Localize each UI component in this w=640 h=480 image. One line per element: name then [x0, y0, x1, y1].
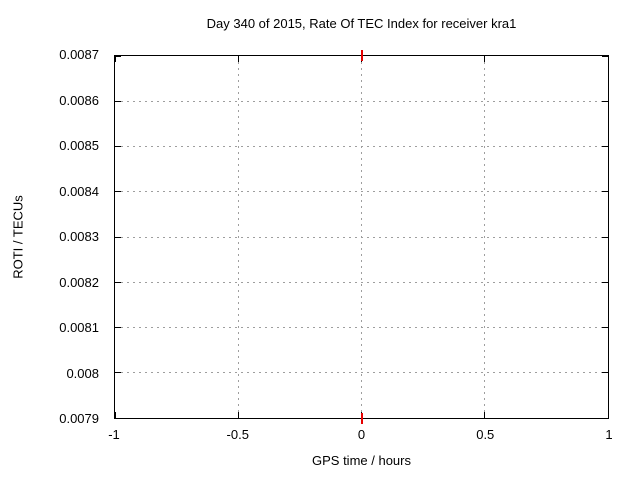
y-tick-label: 0.0086 — [59, 92, 99, 108]
gridline-horizontal — [115, 281, 608, 283]
y-tick-mark-left — [115, 417, 121, 419]
gridline-horizontal — [115, 327, 608, 328]
gridline-horizontal — [115, 236, 608, 238]
y-tick-label: 0.0083 — [59, 229, 99, 244]
y-tick-label: 0.0084 — [59, 183, 99, 199]
y-tick-mark-left — [115, 55, 121, 57]
y-tick-mark-right — [602, 417, 608, 419]
gridline-horizontal — [115, 146, 608, 147]
x-tick-mark-bottom — [607, 412, 609, 418]
y-tick-label: 0.0079 — [59, 411, 99, 426]
y-tick-mark-left — [115, 372, 121, 374]
y-tick-mark-right — [602, 236, 608, 238]
plot-area — [114, 50, 609, 424]
x-tick-label: -0.5 — [226, 427, 249, 442]
y-tick-mark-left — [115, 146, 121, 147]
y-tick-mark-right — [602, 281, 608, 283]
zero-axis-marker-bottom — [360, 413, 363, 424]
x-tick-mark-top — [484, 56, 486, 62]
y-tick-label: 0.0087 — [59, 47, 99, 62]
y-tick-mark-right — [602, 55, 608, 57]
y-axis-tick-labels: 0.0079 0.008 0.0081 0.0082 0.0083 0.0084 0.008… — [0, 47, 99, 426]
x-tick-label: 0.5 — [476, 427, 495, 442]
y-tick-label: 0.0082 — [59, 274, 99, 290]
y-tick-label: 0.008 — [66, 365, 99, 381]
x-tick-mark-bottom — [484, 412, 486, 418]
y-tick-mark-right — [602, 100, 608, 102]
y-tick-label: 0.0085 — [59, 138, 99, 153]
y-tick-mark-right — [602, 372, 608, 374]
x-tick-label: 1 — [605, 427, 613, 442]
x-tick-label: 0 — [357, 427, 366, 442]
x-tick-mark-top — [237, 56, 239, 62]
gridline-horizontal — [115, 191, 608, 193]
y-tick-mark-left — [115, 191, 121, 193]
x-tick-mark-top — [114, 56, 116, 62]
x-tick-mark-top — [607, 56, 609, 62]
y-tick-mark-left — [115, 281, 121, 283]
y-tick-mark-left — [115, 236, 121, 238]
y-tick-mark-right — [602, 146, 608, 147]
y-tick-mark-right — [602, 191, 608, 193]
y-tick-mark-left — [115, 100, 121, 102]
y-tick-mark-right — [602, 327, 608, 328]
x-axis-title: GPS time / hours — [312, 453, 411, 468]
gridline-horizontal — [115, 372, 608, 374]
y-tick-mark-left — [115, 327, 121, 328]
x-tick-mark-bottom — [237, 412, 239, 418]
zero-axis-marker-top — [360, 50, 363, 61]
x-axis-tick-labels: -1 -0.5 0 0.5 1 — [108, 55, 612, 442]
y-tick-label: 0.0081 — [59, 320, 99, 335]
x-tick-label: -1 — [108, 427, 120, 442]
y-axis-title: ROTI / TECUs — [10, 195, 26, 279]
x-tick-mark-bottom — [114, 412, 116, 418]
gridline-horizontal — [115, 100, 608, 102]
chart-title: Day 340 of 2015, Rate Of TEC Index for r… — [206, 16, 517, 31]
